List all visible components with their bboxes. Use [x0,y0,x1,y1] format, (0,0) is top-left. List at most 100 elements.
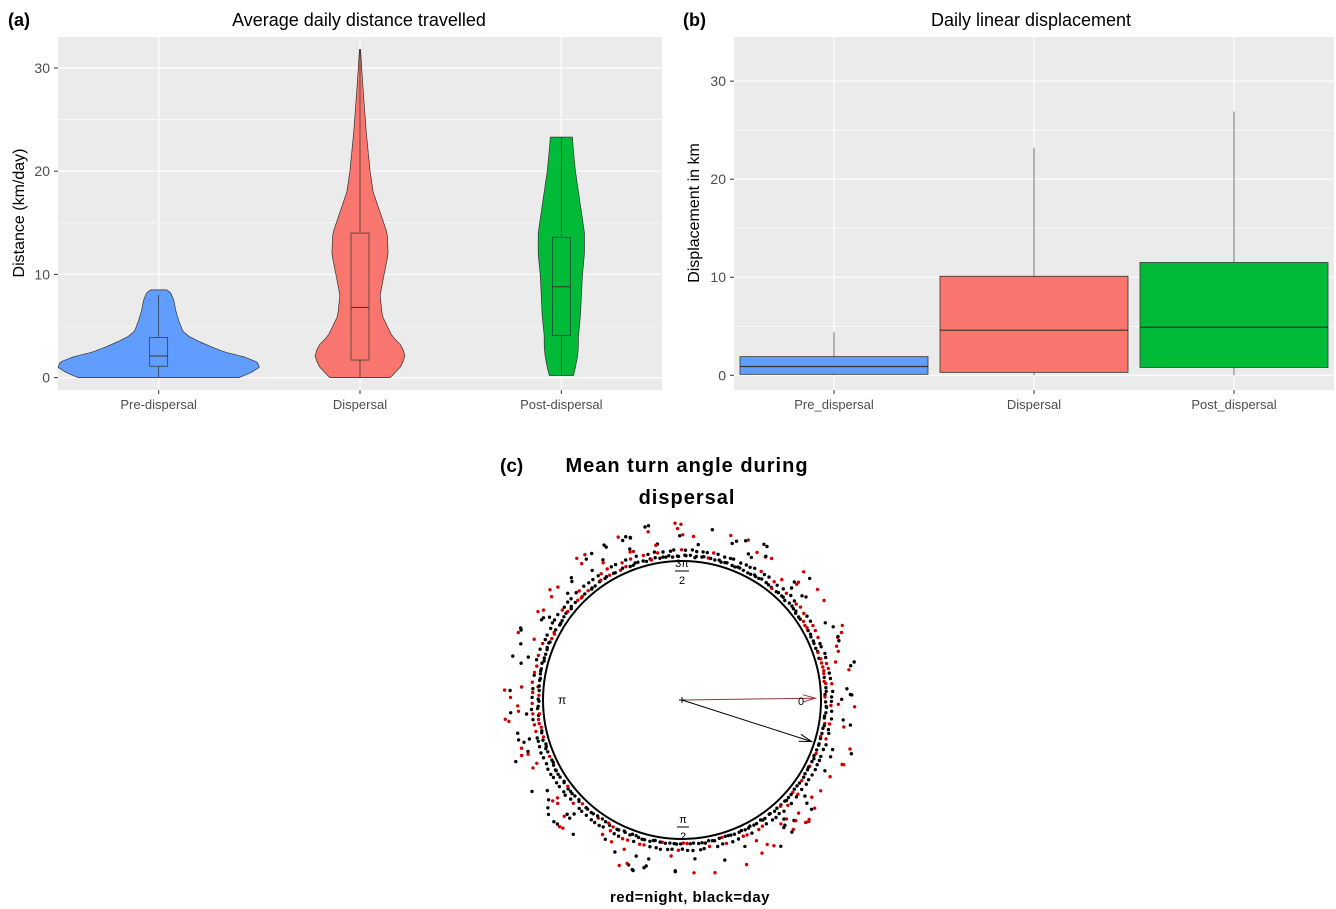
day-point [658,847,663,851]
day-point [672,548,676,552]
day-point [593,820,597,825]
night-point [516,709,521,713]
night-point [822,669,826,673]
day-point [764,822,769,826]
day-point [765,544,769,549]
x-tick-label: Pre-dispersal [120,397,197,412]
night-point [824,681,828,686]
panel-c-points [502,521,857,875]
day-point [557,784,562,789]
x-tick-label: Post_dispersal [1191,397,1276,412]
day-point [601,825,605,829]
day-point [782,825,786,830]
panel-c-axis-half-pi-den: 2 [680,831,686,843]
day-point [700,841,704,845]
day-point [628,536,633,540]
day-point [730,563,734,568]
day-point [802,775,806,779]
day-point [798,617,802,621]
day-point [542,659,546,663]
day-point [789,586,794,590]
day-point [705,550,709,555]
day-point [736,837,741,841]
night-point [519,685,524,689]
violin-box [149,337,169,367]
day-point [694,554,698,559]
day-point [782,809,786,813]
day-mean-arrow-head [798,733,814,743]
night-point [535,761,539,765]
day-point [551,775,556,780]
night-point [571,801,575,805]
day-point [792,580,796,584]
panel-a-y-ticks: 0 10 20 30 [34,60,58,386]
day-point [630,832,635,836]
panel-b-y-axis-label: Displacement in km [686,143,703,283]
day-point [654,846,658,850]
day-point [730,541,734,546]
day-point [666,847,670,852]
day-point [562,779,566,783]
day-point [809,635,813,639]
y-tick-label: 20 [34,163,50,179]
day-point [829,699,834,704]
day-point [631,868,635,873]
day-point [848,723,853,727]
day-point [536,739,540,743]
day-point [688,842,692,846]
night-point [556,585,560,589]
day-point [804,782,808,786]
day-point [544,742,548,746]
day-point [641,559,645,563]
day-point [781,595,785,599]
night-point [801,619,806,624]
day-point [651,838,656,843]
night-mean-arrow-head [802,694,818,703]
day-point [636,560,640,564]
night-point [754,839,759,843]
day-point [633,561,637,565]
day-point [634,854,638,858]
day-point [790,830,794,834]
day-point [721,842,725,846]
day-point [642,866,646,870]
day-point [810,759,814,764]
night-point [816,650,820,655]
night-point [531,690,535,695]
day-point [695,549,699,554]
day-point [782,817,786,821]
night-point [784,591,789,595]
day-point [824,743,828,747]
night-point [796,580,801,584]
y-tick-label: 20 [710,171,726,187]
panel-c-axis-3pi-den: 2 [679,575,685,587]
day-point [549,772,553,777]
day-point [713,558,717,562]
day-point [783,598,787,603]
day-point [770,818,775,822]
panel-a-violins [57,49,585,378]
day-point [522,740,526,744]
day-point [810,773,814,777]
day-point [530,695,534,700]
day-point [595,814,600,818]
day-point [551,763,556,767]
day-point [733,565,737,569]
day-point [702,846,706,851]
day-point [545,788,549,793]
panel-a-violin-chart: (a) Average daily distance travelled 0 10… [8,10,662,412]
panel-c-axis-pi: π [558,693,566,707]
night-point [830,682,834,686]
day-point [749,572,753,576]
day-point [644,559,649,564]
day-point [813,767,817,772]
day-point [613,850,617,854]
night-point [829,703,833,708]
night-point [599,572,603,576]
day-point [805,614,809,618]
day-point [622,829,626,833]
day-point [643,525,647,529]
night-point [802,611,806,616]
panel-b-box-chart: (b) Daily linear displacement 0 10 20 30 Pr… [683,10,1334,412]
